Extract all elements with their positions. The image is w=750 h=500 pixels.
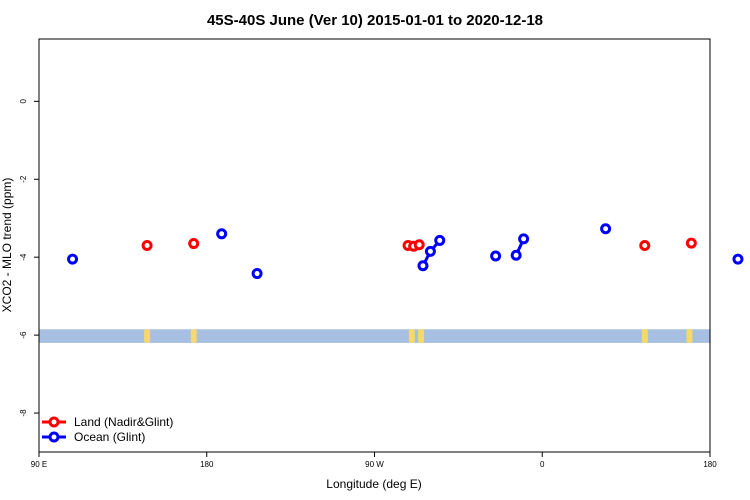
legend-item-land: Land (Nadir&Glint) [42,415,173,429]
data-point [424,245,436,257]
land-patch [418,329,425,343]
legend-marker-ocean [48,431,60,443]
legend-label-ocean: Ocean (Glint) [74,430,145,444]
legend-item-ocean: Ocean (Glint) [42,430,145,444]
data-point [600,223,612,235]
plot-frame [38,38,711,453]
x-tick-label: 0 [540,460,545,469]
legend-label-land: Land (Nadir&Glint) [74,415,173,429]
data-point [518,233,530,245]
ocean-band [39,329,710,343]
y-tick-label: -6 [19,331,28,339]
land-patch [190,329,197,343]
land-patch [144,329,151,343]
y-axis-label: XCO2 - MLO trend (ppm) [0,178,14,313]
land-patch [686,329,693,343]
latitude-band [39,329,710,343]
y-tick-label: -8 [19,409,28,417]
land-patch [641,329,648,343]
data-point [434,234,446,246]
legend-marker-land [48,416,60,428]
legend: Land (Nadir&Glint) Ocean (Glint) [42,415,173,444]
data-point [417,260,429,272]
data-point [188,238,200,250]
y-tick-label: 0 [19,99,28,104]
x-axis: 90 E 180 90 W 0 180 [31,452,717,469]
x-tick-label: 90 W [365,460,384,469]
y-tick-label: -4 [19,253,28,261]
data-point [510,249,522,261]
x-axis-label: Longitude (deg E) [326,477,421,491]
x-tick-label: 180 [703,460,717,469]
plot-area [38,38,744,453]
x-tick-label: 180 [200,460,214,469]
data-point [67,253,79,265]
y-axis: 0 -2 -4 -6 -8 [19,99,39,417]
data-point [251,268,263,280]
x-tick-label: 90 E [31,460,47,469]
series-points [67,223,744,280]
data-point [413,239,425,251]
data-point [490,250,502,262]
y-tick-label: -2 [19,175,28,183]
land-patch [408,329,415,343]
data-point [685,237,697,249]
data-point [732,253,744,265]
chart-title: 45S-40S June (Ver 10) 2015-01-01 to 2020… [207,12,543,29]
data-point [216,228,228,240]
data-point [639,240,651,251]
data-point [141,240,153,251]
